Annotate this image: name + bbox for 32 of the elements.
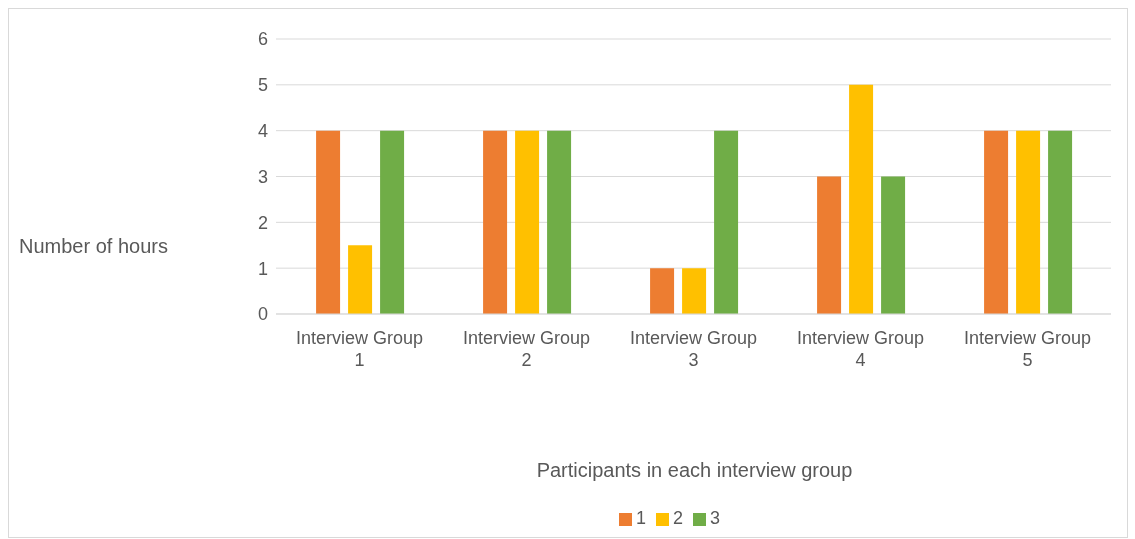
bar <box>316 130 341 314</box>
y-axis-title: Number of hours <box>19 235 168 258</box>
x-axis-title: Participants in each interview group <box>535 459 854 482</box>
legend-label: 2 <box>672 508 683 528</box>
bar <box>483 130 508 314</box>
bar <box>348 245 373 314</box>
legend-label: 1 <box>635 508 646 528</box>
bar <box>515 130 540 314</box>
y-tick-label: 0 <box>257 304 268 325</box>
bar <box>817 176 842 314</box>
y-tick-label: 6 <box>257 29 268 50</box>
bar <box>881 176 906 314</box>
x-tick-label: Interview Group 5 <box>963 328 1092 370</box>
legend-label: 3 <box>710 508 721 528</box>
y-tick-label: 3 <box>257 166 268 187</box>
y-tick-label: 5 <box>257 75 268 96</box>
y-tick-label: 4 <box>257 121 268 142</box>
bar <box>984 130 1009 314</box>
bar <box>849 84 874 314</box>
x-tick-label: Interview Group 4 <box>796 328 925 370</box>
y-tick-label: 2 <box>257 212 268 233</box>
bar <box>714 130 739 314</box>
x-tick-label: Interview Group 3 <box>629 328 758 370</box>
bar <box>650 268 675 314</box>
y-tick-label: 1 <box>257 258 268 279</box>
bar <box>682 268 707 314</box>
bar <box>547 130 572 314</box>
bar <box>1048 130 1073 314</box>
x-tick-label: Interview Group 1 <box>295 328 424 370</box>
bar <box>1016 130 1041 314</box>
x-tick-label: Interview Group 2 <box>462 328 591 370</box>
bar <box>380 130 405 314</box>
